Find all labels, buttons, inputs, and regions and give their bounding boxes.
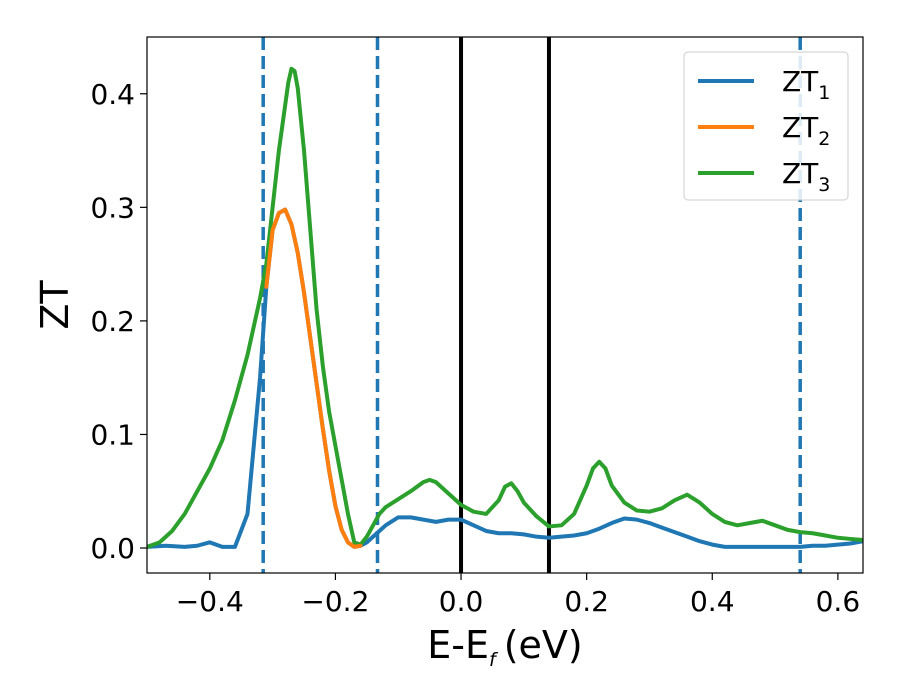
plot-area [147,37,863,573]
y-tick-label: 0.2 [90,305,135,338]
x-axis-label: E-Ef (eV) [427,623,582,671]
x-tick-label: −0.4 [176,585,244,618]
legend-label-zt3: ZT3 [782,157,830,196]
y-tick-label: 0.0 [90,532,135,565]
y-tick-label: 0.4 [90,78,135,111]
x-axis-label-subscript: f [489,649,499,671]
y-tick-label: 0.1 [90,418,135,451]
legend: ZT1 ZT2 ZT3 [683,51,849,201]
series-line-zt1 [147,207,863,549]
y-axis-label: ZT [33,280,77,330]
x-tick-label: 0.4 [690,585,735,618]
y-axis: 0.0 0.1 0.2 0.3 0.4 [90,78,147,565]
series-line-zt2 [264,207,363,549]
legend-label-zt1: ZT1 [782,65,830,104]
x-axis: −0.4 −0.2 0.0 0.2 0.4 0.6 [176,573,860,618]
x-tick-label: 0.2 [564,585,609,618]
x-tick-label: 0.6 [816,585,861,618]
legend-label-zt2: ZT2 [782,111,830,150]
series-line-zt3 [147,66,863,549]
x-tick-label: 0.0 [439,585,484,618]
legend-box [683,51,849,201]
x-tick-label: −0.2 [301,585,369,618]
x-axis-label-unit: (eV) [504,623,583,667]
y-tick-label: 0.3 [90,191,135,224]
plot-frame [146,36,864,574]
x-axis-label-main: E-E [427,623,489,667]
